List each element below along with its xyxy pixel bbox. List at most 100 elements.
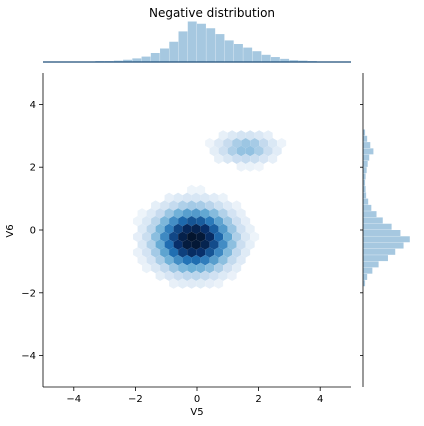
hexbin-cell [236,130,246,141]
hexbin-cell [223,231,233,242]
x-tick-label: −2 [128,394,143,405]
marginal-y-bar [363,211,377,218]
hexbin-cell [173,270,183,281]
hexbin-cell [236,223,246,235]
hexbin-cell [227,130,237,141]
marginal-y-bar [363,255,388,262]
hexbin-cell [218,223,228,235]
hexbin-cell [142,247,152,258]
hexbin-cell [173,223,183,235]
hexbin-cell [259,153,269,164]
hexbin-cell [205,216,215,227]
hexbin-cell [173,208,183,219]
y-tick-label: −2 [21,288,36,299]
hexbin-cell [223,216,233,227]
hexbin-cell [178,278,188,289]
hexbin-cell [182,208,192,219]
hexbin-cell [164,223,174,235]
hexbin-cell [241,247,251,258]
hexbin-cell [214,231,224,242]
hexbin-cell [155,239,165,250]
hexbin-cell [205,138,215,149]
hexbin-cell [232,216,242,227]
hexbin-cell [178,200,188,211]
hexbin-cell [214,216,224,227]
hexbin-cell [263,145,273,157]
hexbin-cell [182,192,192,203]
hexbin-cell [254,145,264,157]
hexbin-cell [187,184,197,196]
hexbin-cell [232,231,242,242]
marginal-x-bar [178,31,188,62]
marginal-x-bar [206,28,216,62]
hexbin-cell [169,231,179,242]
marginal-y-bar [363,236,410,243]
y-tick-label: 2 [30,163,36,174]
marginal-x-bar [215,34,225,62]
marginal-y-histogram [362,73,410,387]
hexbin-cell [232,138,242,149]
marginal-y-bar [363,192,367,199]
hexbin-cell [169,216,179,227]
hexbin-cell [137,255,147,266]
hexbin-cell [245,239,255,250]
marginal-x-histogram [43,21,351,63]
hexbin-cell [173,239,183,250]
hexbin-cell [164,239,174,250]
hexbin-cell [209,192,219,203]
marginal-x-bar [160,48,169,62]
marginal-x-bar [243,47,253,62]
hexbin-cell [146,239,156,250]
marginal-y-bar [363,217,383,224]
hexbin-cell [187,231,197,242]
hexbin-cell [164,192,174,203]
hexbin-cell [223,138,233,149]
hexbin-cell [227,223,237,235]
marginal-x-bar [169,41,179,62]
axes: −4 −4 −2 −2 0 0 2 2 4 4 [21,73,363,405]
hexbin-cell [205,278,215,289]
hexbin-cell [151,247,161,258]
hexbin-cell [263,130,273,141]
hexbin-cell [196,216,206,227]
hexbin-cell [214,247,224,258]
hexbin-cell [169,278,179,289]
hexbin-cell [196,200,206,211]
hexbin-cell [250,138,260,149]
hexbin-cell [137,208,147,219]
hexbin-cell [142,216,152,227]
hexbin-cell [164,270,174,281]
hexbin-cell [178,231,188,242]
marginal-y-bar [363,173,366,180]
marginal-x-bar [252,51,262,62]
hexbin-cell [187,262,197,274]
hexbin-cell [200,270,210,281]
marginal-y-bar [363,198,369,205]
hexbin-cell [245,161,255,172]
marginal-y-bar [363,135,368,142]
hexbin-cell [191,255,201,266]
x-tick-label: 0 [194,394,200,405]
hexbin-cell [191,239,201,250]
marginal-y-bar [363,273,368,280]
hexbin-cell [142,262,152,274]
hexbin-cell [133,247,143,258]
hexbin-cell [196,247,206,258]
marginal-y-bar [363,261,379,268]
hexbin-cell [241,153,251,164]
marginal-y-bar [363,179,366,186]
marginal-x-bar [298,60,308,62]
hexbin-cell [173,192,183,203]
hexbin-cell [272,145,282,157]
hexbin-cell [178,216,188,227]
hexbin-cell [232,200,242,211]
hexbin-cell [196,262,206,274]
hexbin-cell [245,223,255,235]
hexbin-cell [200,255,210,266]
hexbin-cell [268,153,278,164]
marginal-x-bar [132,58,142,62]
x-tick-label: −4 [66,394,81,405]
marginal-x-bar [197,23,206,62]
hexbin-cell [151,262,161,274]
